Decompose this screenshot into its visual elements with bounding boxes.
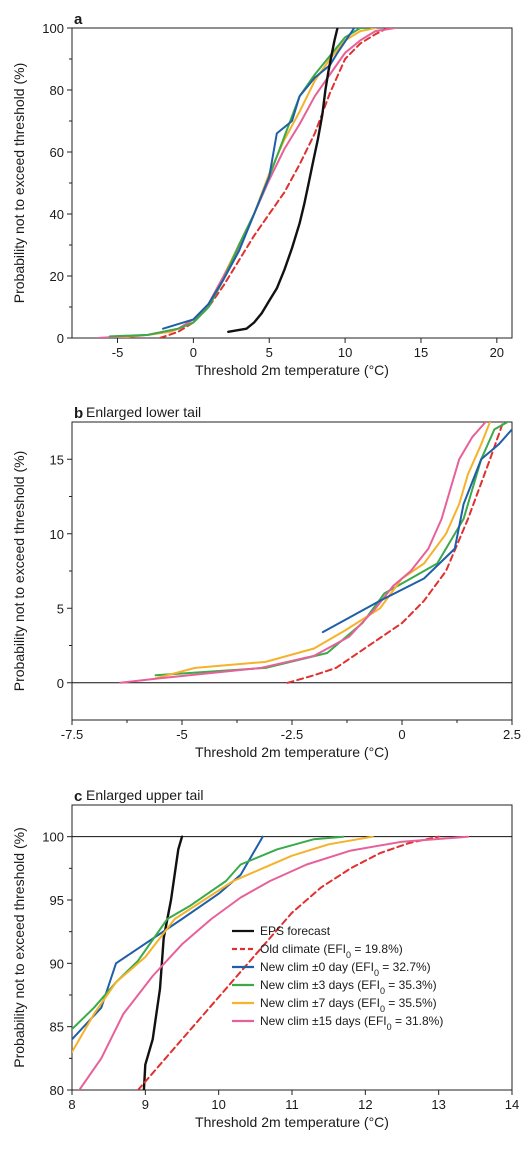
x-tick-label: 15 [414,345,428,360]
y-tick-label: 80 [50,83,64,98]
legend-label-new0: New clim ±0 day (EFI0 = 32.7%) [260,960,431,978]
series-line-old [286,422,505,684]
panel-c: c Enlarged upper tail 8 9 10 11 12 13 14 80 85 90 95… [11,787,519,1130]
y-tick-label: 95 [50,893,64,908]
series-line-new0 [72,835,264,1041]
series-line-old [159,28,389,338]
series-line-new15 [119,422,487,684]
series-line-new7 [154,422,491,680]
y-tick-label: 60 [50,145,64,160]
x-tick-label: 12 [358,1097,372,1112]
panel-title: Enlarged upper tail [86,787,204,803]
legend-label-old: Old climate (EFI0 = 19.8%) [260,942,403,960]
legend-label-new7: New clim ±7 days (EFI0 = 35.5%) [260,996,437,1014]
y-axis-label: Probability not to exceed threshold (%) [11,451,27,691]
x-tick-label: 8 [68,1097,75,1112]
legend-label-new3: New clim ±3 days (EFI0 = 35.3%) [260,978,437,996]
y-tick-label: 20 [50,269,64,284]
panel-title: Enlarged lower tail [86,404,201,420]
series-line-eps [142,835,184,1090]
x-tick-label: 2.5 [503,727,521,742]
legend-label-new15: New clim ±15 days (EFI0 = 31.8%) [260,1014,443,1032]
series-group [96,28,397,338]
x-tick-label: 10 [338,345,352,360]
y-tick-label: 10 [50,527,64,542]
x-tick-label: -2.5 [281,727,303,742]
y-tick-label: 0 [57,331,64,346]
panel-label: b [74,405,83,422]
y-axis-label: Probability not to exceed threshold (%) [11,827,27,1067]
panel-label: a [74,11,83,28]
x-tick-label: 0 [398,727,405,742]
y-tick-label: 85 [50,1020,64,1035]
series-line-old [137,835,440,1090]
series-line-new0 [162,28,356,330]
plot-frame [71,421,513,721]
series-line-new7 [72,835,374,1053]
x-tick-label: -5 [112,345,124,360]
panel-b: b Enlarged lower tail -7.5 -5 -2.5 0 2.5 0 5 10 15… [11,404,521,760]
series-group [119,422,512,684]
x-axis-label: Threshold 2m temperature (°C) [195,744,389,760]
series-group [72,835,469,1090]
y-tick-label: 90 [50,956,64,971]
y-tick-label: 80 [50,1083,64,1098]
y-tick-label: 15 [50,452,64,467]
series-line-new15 [96,28,397,338]
series-line-new3 [72,835,345,1031]
x-axis-label: Threshold 2m temperature (°C) [195,1114,389,1130]
x-tick-label: -5 [176,727,188,742]
series-line-new15 [78,835,469,1090]
plot-frame [71,27,513,339]
x-tick-label: 14 [505,1097,519,1112]
y-tick-label: 100 [42,21,64,36]
x-tick-label: 0 [190,345,197,360]
series-line-new7 [116,28,377,338]
y-axis-label: Probability not to exceed threshold (%) [11,63,27,303]
x-tick-label: -7.5 [61,727,83,742]
x-tick-label: 20 [490,345,504,360]
x-tick-label: 13 [431,1097,445,1112]
y-tick-label: 40 [50,207,64,222]
x-tick-label: 5 [266,345,273,360]
panel-a: a -5 0 5 10 15 20 0 20 40 60 80 100 Threshold 2m temp… [11,11,513,378]
series-line-new0 [321,428,512,634]
y-tick-label: 100 [42,830,64,845]
legend-label-eps: EPS forecast [260,924,331,938]
x-tick-label: 9 [142,1097,149,1112]
x-tick-label: 11 [285,1097,299,1112]
series-line-eps [227,28,339,333]
panel-label: c [74,788,82,805]
y-tick-label: 0 [57,676,64,691]
x-axis-label: Threshold 2m temperature (°C) [195,362,389,378]
y-tick-label: 5 [57,601,64,616]
x-tick-label: 10 [211,1097,225,1112]
